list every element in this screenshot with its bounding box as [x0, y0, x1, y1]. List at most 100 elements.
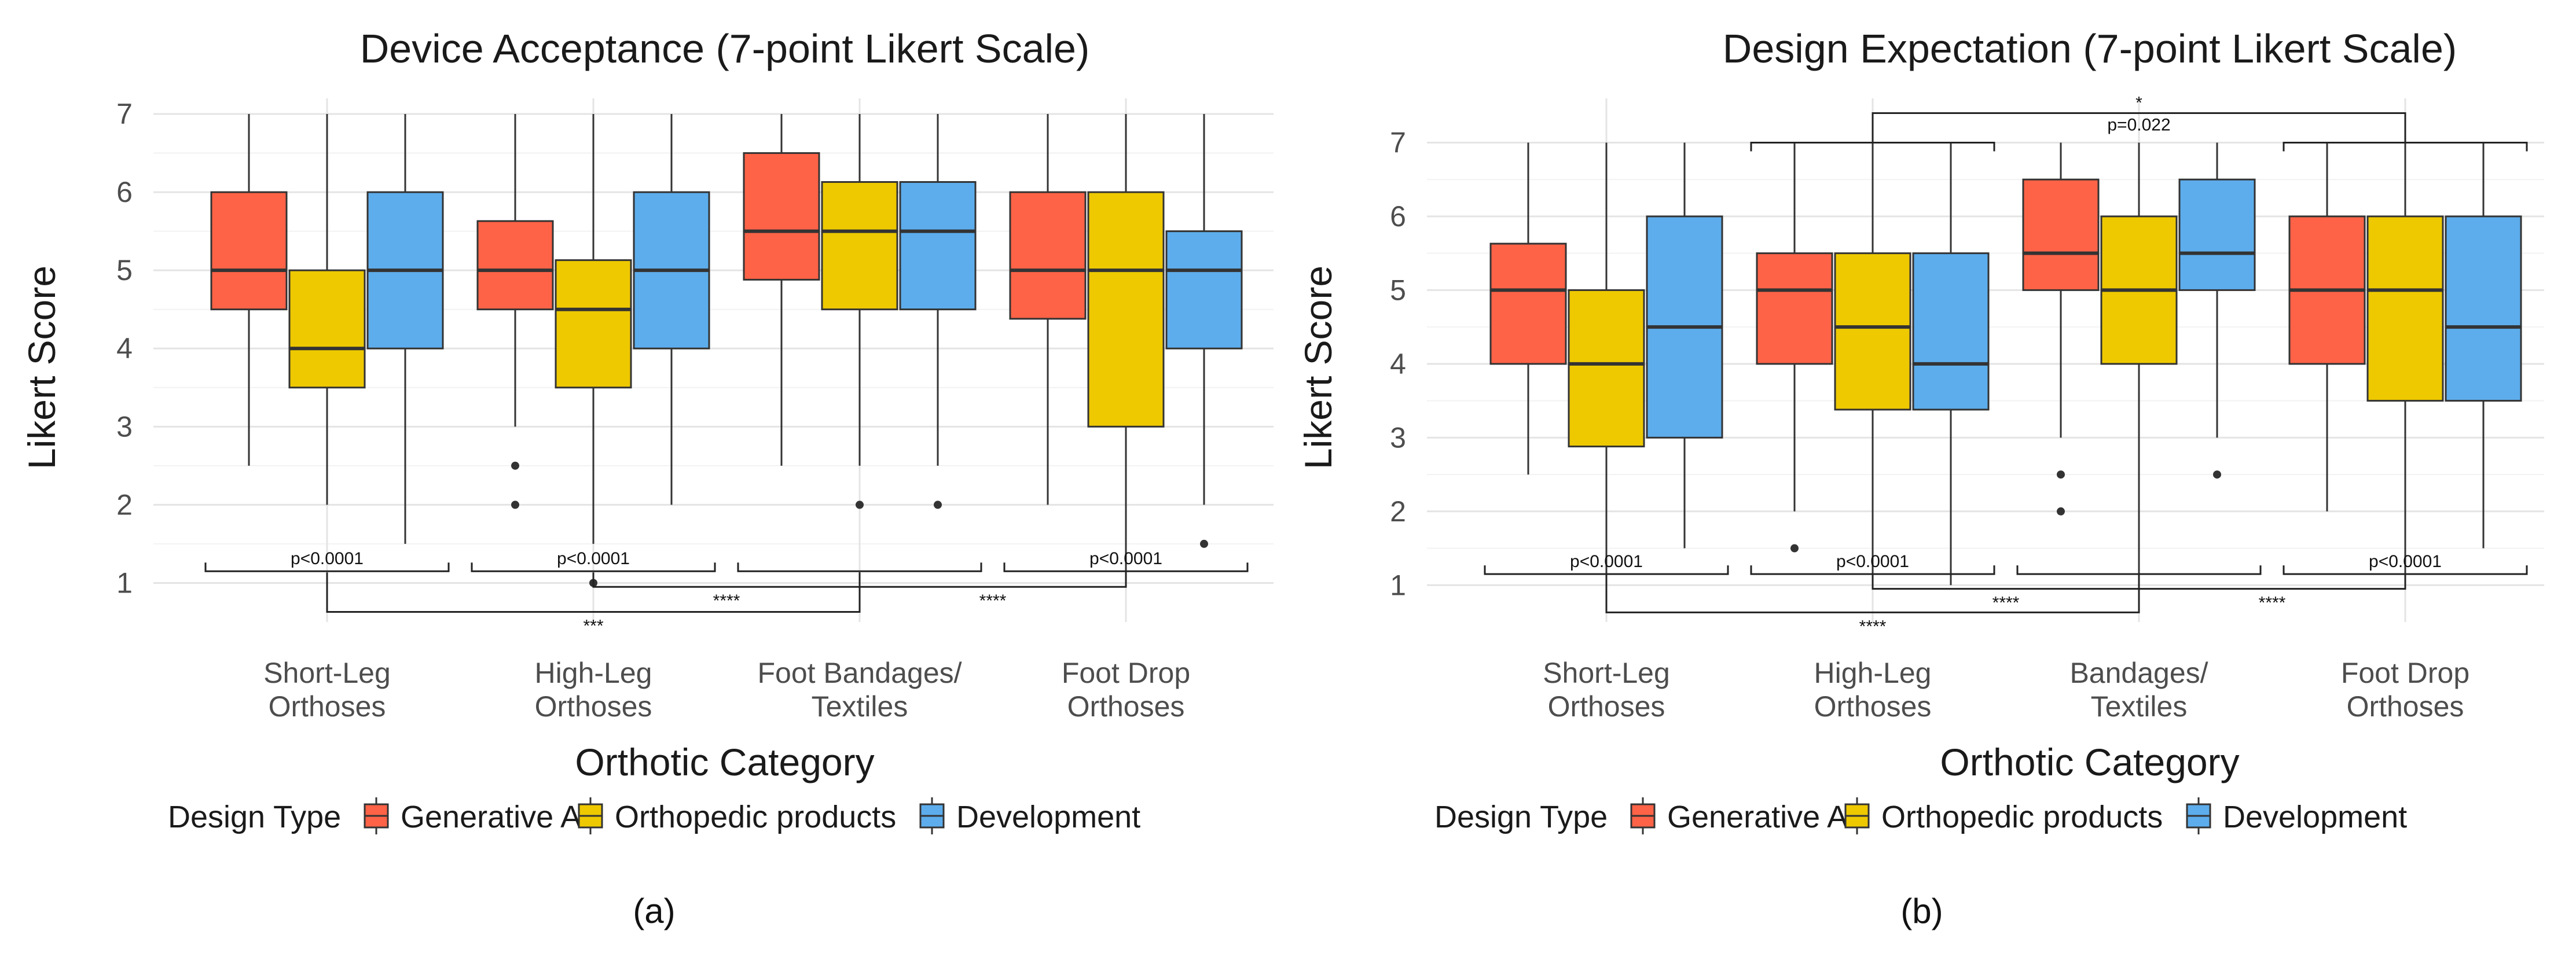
- legend-title: Design Type: [1434, 800, 1608, 834]
- box-generative-ai-2: [743, 114, 820, 466]
- box-orthopedic-products-2: [821, 114, 898, 509]
- box-development-1: [633, 114, 710, 505]
- significance-annotations: p<0.0001 p<0.0001 p<0.0001**** *********p=0…: [1484, 93, 2528, 636]
- box-iqr: [1165, 230, 1243, 349]
- outlier-point: [934, 501, 942, 509]
- legend-item: Orthopedic products: [578, 797, 896, 834]
- outlier-point: [2057, 507, 2065, 516]
- box-iqr: [210, 191, 288, 311]
- bracket-within-category: [1003, 562, 1249, 572]
- box-development-2: [899, 114, 977, 509]
- bracket-top-category: [1750, 141, 1995, 152]
- x-tick-label: Short-Leg: [263, 657, 391, 689]
- box-generative-ai-1: [1756, 142, 1833, 553]
- outlier-point: [511, 501, 519, 509]
- y-tick-label: 2: [116, 488, 133, 521]
- p-value-label: p<0.0001: [1089, 549, 1162, 568]
- box-iqr: [2022, 178, 2100, 291]
- box-orthopedic-products-2: [2100, 142, 2178, 586]
- box-generative-ai-3: [1009, 114, 1087, 505]
- p-value-label: p<0.0001: [2369, 552, 2442, 571]
- chart-title: Device Acceptance (7-point Likert Scale): [360, 26, 1090, 71]
- x-tick-label: Orthoses: [1067, 690, 1185, 723]
- outlier-point: [1200, 539, 1208, 548]
- significance-label: ****: [2259, 594, 2286, 613]
- box-development-3: [2445, 142, 2522, 549]
- outlier-point: [856, 501, 864, 509]
- x-tick-label: Orthoses: [2347, 690, 2464, 723]
- significance-label: *: [2135, 93, 2142, 112]
- panel-label: (a): [633, 892, 675, 930]
- box-iqr: [2366, 215, 2444, 402]
- bracket-between-categories: [326, 572, 861, 613]
- significance-label: ****: [1859, 617, 1887, 636]
- x-tick-label: Foot Drop: [2341, 657, 2469, 689]
- box-generative-ai-2: [2022, 142, 2100, 516]
- bracket-between-categories: [1872, 575, 2140, 590]
- legend: Design Type Generative AI Orthopedic produ…: [1434, 797, 2407, 834]
- p-value-label: p<0.0001: [291, 549, 364, 568]
- bracket-top-category: [2283, 141, 2528, 152]
- x-tick-label: Bandages/: [2069, 657, 2208, 689]
- box-development-0: [366, 114, 444, 544]
- p-value-label: p<0.0001: [557, 549, 630, 568]
- outlier-point: [1790, 544, 1799, 553]
- bracket-within-category: [204, 562, 450, 572]
- box-iqr: [476, 220, 554, 311]
- legend-label: Development: [956, 800, 1140, 834]
- bracket-between-categories: [858, 572, 1127, 588]
- box-iqr: [1489, 242, 1567, 365]
- x-axis-label: Orthotic Category: [1940, 741, 2239, 783]
- box-orthopedic-products-0: [288, 114, 366, 505]
- box-generative-ai-0: [210, 114, 288, 466]
- legend-item: Development: [2186, 797, 2407, 834]
- outlier-point: [2057, 470, 2065, 479]
- bracket-within-category: [1750, 565, 1995, 575]
- box-iqr: [1009, 191, 1087, 320]
- box-iqr: [2178, 178, 2256, 291]
- bracket-within-category: [737, 562, 982, 572]
- box-development-1: [1912, 142, 1990, 586]
- significance-label: ****: [979, 591, 1007, 610]
- x-tick-label: Orthoses: [1548, 690, 1665, 723]
- box-iqr: [1756, 252, 1833, 365]
- box-orthopedic-products-1: [1834, 142, 1911, 586]
- y-tick-label: 6: [1390, 200, 1406, 233]
- box-iqr: [1087, 191, 1165, 428]
- x-tick-label: High-Leg: [1814, 657, 1932, 689]
- y-tick-label: 1: [116, 566, 133, 599]
- p-value-label: p<0.0001: [1570, 552, 1643, 571]
- box-orthopedic-products-3: [2366, 142, 2444, 586]
- x-tick-label: Orthoses: [1814, 690, 1932, 723]
- x-tick-label: Orthoses: [269, 690, 386, 723]
- y-tick-label: 7: [1390, 126, 1406, 159]
- box-iqr: [1912, 252, 1990, 411]
- box-development-3: [1165, 114, 1243, 548]
- y-tick-label: 5: [116, 254, 133, 286]
- x-tick-label: Foot Bandages/: [757, 657, 962, 689]
- x-tick-label: Short-Leg: [1543, 657, 1670, 689]
- bracket-between-categories: [592, 572, 861, 588]
- y-tick-label: 3: [1390, 421, 1406, 454]
- box-orthopedic-products-3: [1087, 114, 1165, 583]
- box-generative-ai-1: [476, 114, 554, 509]
- legend-item: Development: [919, 797, 1140, 834]
- y-tick-label: 2: [1390, 495, 1406, 528]
- x-tick-label: Foot Drop: [1062, 657, 1190, 689]
- significance-annotations: p<0.0001 p<0.0001 p<0.0001**** *******: [204, 549, 1249, 635]
- panel-label: (b): [1900, 892, 1943, 930]
- outlier-point: [511, 461, 519, 470]
- box-generative-ai-0: [1489, 142, 1567, 475]
- y-axis-label: Likert Score: [1297, 266, 1340, 469]
- box-iqr: [821, 181, 898, 311]
- box-iqr: [1568, 289, 1645, 448]
- bracket-within-category: [2283, 565, 2528, 575]
- significance-label: ****: [713, 591, 740, 610]
- panel-b: 1 2 3 4 5 6 7 Design Expectation (7-point Liker…: [1297, 26, 2544, 930]
- legend-title: Design Type: [168, 800, 341, 834]
- legend: Design Type Generative AI Orthopedic produ…: [168, 797, 1140, 834]
- outlier-point: [2213, 470, 2221, 479]
- x-axis-label: Orthotic Category: [575, 741, 874, 783]
- y-tick-label: 1: [1390, 569, 1406, 601]
- legend-label: Development: [2223, 800, 2407, 834]
